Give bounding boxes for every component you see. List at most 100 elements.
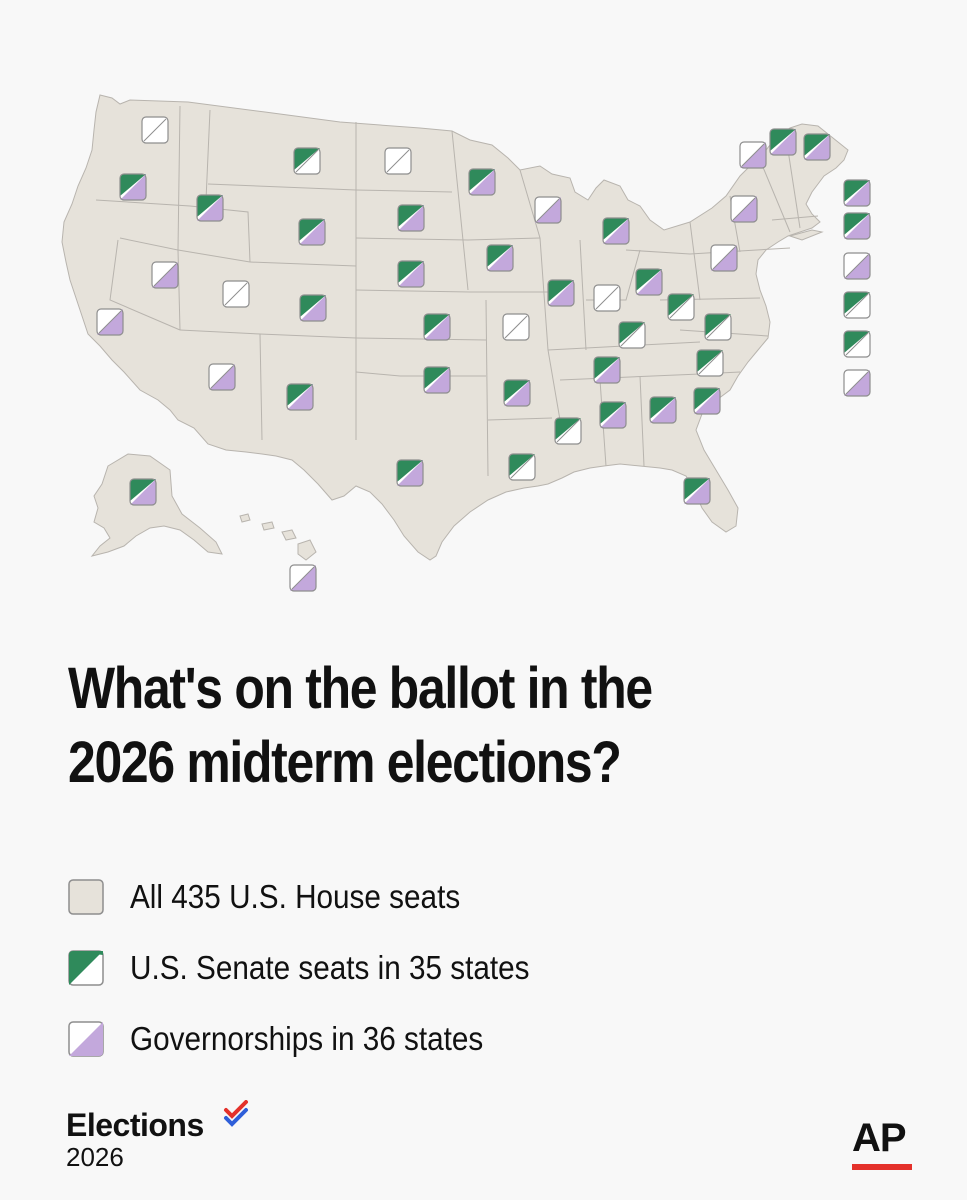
ap-wordmark: AP: [852, 1116, 907, 1160]
race-marker-de: [843, 330, 871, 358]
senate-triangle-me: [804, 134, 830, 156]
senate-triangle-va: [705, 314, 731, 336]
race-marker-mt: [293, 147, 321, 175]
race-marker-ma: [843, 179, 871, 207]
race-marker-nc: [696, 349, 724, 377]
title-line-1: What's on the ballot in the: [68, 656, 653, 721]
senate-triangle-ne: [398, 261, 424, 283]
senate-triangle-ks: [424, 314, 450, 336]
race-marker-ky: [618, 321, 646, 349]
race-marker-wv: [667, 293, 695, 321]
elections-2026-logo: Elections 2026: [66, 1100, 248, 1172]
race-marker-ct: [843, 252, 871, 280]
governor-triangle-ga: [650, 397, 676, 423]
senate-triangle-fl: [684, 478, 710, 500]
race-marker-wy: [298, 218, 326, 246]
senate-triangle-mt: [294, 148, 320, 170]
senate-triangle-mn: [469, 169, 495, 191]
ap-underline: [852, 1164, 912, 1170]
page-title: What's on the ballot in the 2026 midterm…: [68, 652, 808, 800]
governor-triangle-mi: [603, 218, 629, 244]
senate-triangle-mi: [603, 218, 629, 240]
governor-triangle-sc: [694, 388, 720, 414]
race-marker-va: [704, 313, 732, 341]
senate-triangle-nc: [697, 350, 723, 372]
brand-name: Elections: [66, 1107, 204, 1143]
senate-triangle-ak: [130, 479, 156, 501]
senate-triangle-il: [548, 280, 574, 302]
governor-triangle-fl: [684, 478, 710, 504]
race-marker-me: [803, 133, 831, 161]
race-markers: [96, 116, 871, 592]
governor-triangle-tx: [397, 460, 423, 486]
race-marker-sc: [693, 387, 721, 415]
race-marker-ia: [486, 244, 514, 272]
senate-triangle-tx: [397, 460, 423, 482]
race-marker-mo: [502, 313, 530, 341]
race-marker-ar: [503, 379, 531, 407]
legend-item-governor: Governorships in 36 states: [68, 1020, 574, 1058]
checkmark-icon: [224, 1100, 248, 1127]
race-marker-sd: [397, 204, 425, 232]
race-marker-mi: [602, 217, 630, 245]
race-marker-ca: [96, 308, 124, 336]
governor-triangle-il: [548, 280, 574, 306]
senate-triangle-co: [300, 295, 326, 317]
race-marker-vt: [739, 141, 767, 169]
us-land-shape: [61, 94, 849, 561]
race-marker-ok: [423, 366, 451, 394]
hawaii-island-2: [261, 521, 275, 531]
governor-triangle-ak: [130, 479, 156, 505]
race-marker-tn: [593, 356, 621, 384]
legend: All 435 U.S. House seats U.S. Senate sea…: [68, 878, 574, 1091]
senate-triangle-de: [844, 331, 870, 353]
senate-triangle-id: [197, 195, 223, 217]
race-marker-or: [119, 173, 147, 201]
hawaii-island-4: [297, 539, 317, 561]
governor-triangle-ks: [424, 314, 450, 340]
race-marker-ms: [554, 417, 582, 445]
race-marker-oh: [635, 268, 663, 296]
race-marker-ks: [423, 313, 451, 341]
alaska: [90, 453, 223, 557]
senate-triangle-nh: [770, 129, 796, 151]
house-swatch-icon: [68, 879, 104, 915]
senate-triangle-ky: [619, 322, 645, 344]
governor-triangle-oh: [636, 269, 662, 295]
governor-triangle-ma: [844, 180, 870, 206]
legend-label-governor: Governorships in 36 states: [130, 1020, 484, 1057]
race-marker-ga: [649, 396, 677, 424]
governor-triangle-or: [120, 174, 146, 200]
senate-triangle-nj: [844, 292, 870, 314]
race-marker-ny: [730, 195, 758, 223]
governor-triangle-ri: [844, 213, 870, 239]
long-island: [788, 229, 824, 241]
race-marker-wi: [534, 196, 562, 224]
race-marker-co: [299, 294, 327, 322]
governor-triangle-wy: [299, 219, 325, 245]
brand-year: 2026: [66, 1142, 124, 1172]
contiguous-us: [61, 94, 849, 561]
race-marker-pa: [710, 244, 738, 272]
hawaii-island-1: [239, 513, 251, 523]
hawaii-island-3: [281, 529, 297, 541]
governor-triangle-me: [804, 134, 830, 160]
governor-triangle-mn: [469, 169, 495, 195]
race-marker-mn: [468, 168, 496, 196]
race-marker-in: [593, 284, 621, 312]
governor-triangle-ar: [504, 380, 530, 406]
senate-triangle-ga: [650, 397, 676, 419]
title-line-2: 2026 midterm elections?: [68, 730, 622, 795]
race-marker-md: [843, 369, 871, 397]
legend-label-senate: U.S. Senate seats in 35 states: [130, 949, 530, 986]
governor-triangle-ne: [398, 261, 424, 287]
race-marker-tx: [396, 459, 424, 487]
race-marker-il: [547, 279, 575, 307]
senate-triangle-ma: [844, 180, 870, 202]
senate-triangle-al: [600, 402, 626, 424]
senate-triangle-or: [120, 174, 146, 196]
legend-label-house: All 435 U.S. House seats: [130, 878, 461, 915]
senate-triangle-ok: [424, 367, 450, 389]
senate-triangle-wy: [299, 219, 325, 241]
legend-item-house: All 435 U.S. House seats: [68, 878, 574, 916]
